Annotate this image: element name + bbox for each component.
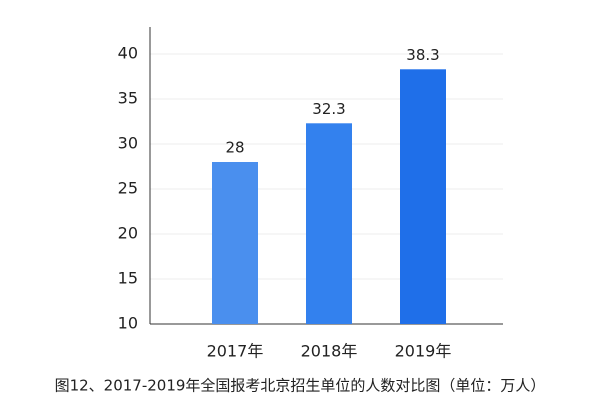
y-tick-label: 35 xyxy=(118,89,138,108)
chart-caption: 图12、2017-2019年全国报考北京招生单位的人数对比图（单位：万人） xyxy=(55,377,546,395)
y-tick-label: 20 xyxy=(118,224,138,243)
bar xyxy=(306,123,352,324)
bar xyxy=(400,69,446,324)
y-tick-label: 25 xyxy=(118,179,138,198)
value-label: 28 xyxy=(225,139,244,157)
x-tick-label: 2018年 xyxy=(301,342,358,361)
x-tick-label: 2019年 xyxy=(395,342,452,361)
bar xyxy=(212,162,258,324)
value-label: 32.3 xyxy=(312,100,345,118)
y-tick-label: 40 xyxy=(118,44,138,63)
y-tick-label: 30 xyxy=(118,134,138,153)
value-label: 38.3 xyxy=(406,46,439,64)
x-tick-label: 2017年 xyxy=(207,342,264,361)
y-tick-label: 10 xyxy=(118,314,138,333)
y-tick-label: 15 xyxy=(118,269,138,288)
